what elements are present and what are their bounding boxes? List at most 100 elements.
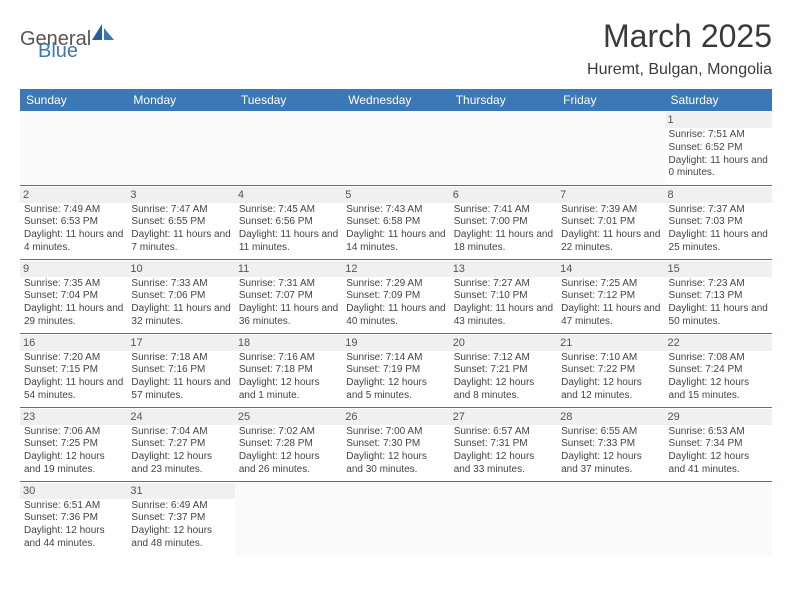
sunrise-line: Sunrise: 7:29 AM	[346, 278, 445, 291]
daylight-line: Daylight: 11 hours and 36 minutes.	[239, 303, 338, 329]
sunset-line: Sunset: 7:10 PM	[454, 290, 553, 303]
daylight-line: Daylight: 12 hours and 30 minutes.	[346, 451, 445, 477]
weekday-header: Monday	[127, 89, 234, 111]
sunrise-line: Sunrise: 7:41 AM	[454, 204, 553, 217]
calendar-cell	[557, 111, 664, 185]
calendar-week-row: 2Sunrise: 7:49 AMSunset: 6:53 PMDaylight…	[20, 185, 772, 259]
calendar-cell: 18Sunrise: 7:16 AMSunset: 7:18 PMDayligh…	[235, 333, 342, 407]
sunrise-line: Sunrise: 6:55 AM	[561, 426, 660, 439]
sunrise-line: Sunrise: 7:49 AM	[24, 204, 123, 217]
weekday-header: Friday	[557, 89, 664, 111]
calendar-week-row: 16Sunrise: 7:20 AMSunset: 7:15 PMDayligh…	[20, 333, 772, 407]
sunset-line: Sunset: 7:36 PM	[24, 512, 123, 525]
calendar-cell: 14Sunrise: 7:25 AMSunset: 7:12 PMDayligh…	[557, 259, 664, 333]
daylight-line: Daylight: 12 hours and 48 minutes.	[131, 525, 230, 551]
day-number: 26	[342, 409, 449, 425]
daylight-line: Daylight: 11 hours and 54 minutes.	[24, 377, 123, 403]
calendar-cell: 24Sunrise: 7:04 AMSunset: 7:27 PMDayligh…	[127, 407, 234, 481]
daylight-line: Daylight: 12 hours and 5 minutes.	[346, 377, 445, 403]
sunset-line: Sunset: 7:21 PM	[454, 364, 553, 377]
sunset-line: Sunset: 6:58 PM	[346, 216, 445, 229]
calendar-cell: 28Sunrise: 6:55 AMSunset: 7:33 PMDayligh…	[557, 407, 664, 481]
sunset-line: Sunset: 7:22 PM	[561, 364, 660, 377]
calendar-cell: 29Sunrise: 6:53 AMSunset: 7:34 PMDayligh…	[665, 407, 772, 481]
sunset-line: Sunset: 7:34 PM	[669, 438, 768, 451]
calendar-cell: 3Sunrise: 7:47 AMSunset: 6:55 PMDaylight…	[127, 185, 234, 259]
sunset-line: Sunset: 7:01 PM	[561, 216, 660, 229]
sunrise-line: Sunrise: 7:00 AM	[346, 426, 445, 439]
sunrise-line: Sunrise: 7:12 AM	[454, 352, 553, 365]
sunrise-line: Sunrise: 7:14 AM	[346, 352, 445, 365]
sunset-line: Sunset: 7:25 PM	[24, 438, 123, 451]
sunrise-line: Sunrise: 7:37 AM	[669, 204, 768, 217]
day-number: 23	[20, 409, 127, 425]
weekday-header: Sunday	[20, 89, 127, 111]
day-number: 1	[665, 112, 772, 128]
day-number: 11	[235, 261, 342, 277]
calendar-cell: 22Sunrise: 7:08 AMSunset: 7:24 PMDayligh…	[665, 333, 772, 407]
sunrise-line: Sunrise: 7:27 AM	[454, 278, 553, 291]
daylight-line: Daylight: 12 hours and 8 minutes.	[454, 377, 553, 403]
calendar-cell	[557, 481, 664, 555]
day-number: 5	[342, 187, 449, 203]
daylight-line: Daylight: 12 hours and 12 minutes.	[561, 377, 660, 403]
sunrise-line: Sunrise: 6:51 AM	[24, 500, 123, 513]
calendar-cell: 27Sunrise: 6:57 AMSunset: 7:31 PMDayligh…	[450, 407, 557, 481]
sunrise-line: Sunrise: 7:51 AM	[669, 129, 768, 142]
day-number: 12	[342, 261, 449, 277]
day-number: 21	[557, 335, 664, 351]
daylight-line: Daylight: 11 hours and 14 minutes.	[346, 229, 445, 255]
daylight-line: Daylight: 11 hours and 32 minutes.	[131, 303, 230, 329]
calendar-cell	[665, 481, 772, 555]
calendar-cell: 21Sunrise: 7:10 AMSunset: 7:22 PMDayligh…	[557, 333, 664, 407]
calendar-cell: 26Sunrise: 7:00 AMSunset: 7:30 PMDayligh…	[342, 407, 449, 481]
calendar-body: 1Sunrise: 7:51 AMSunset: 6:52 PMDaylight…	[20, 111, 772, 555]
sunset-line: Sunset: 7:28 PM	[239, 438, 338, 451]
location-text: Huremt, Bulgan, Mongolia	[587, 61, 772, 79]
daylight-line: Daylight: 12 hours and 19 minutes.	[24, 451, 123, 477]
sunset-line: Sunset: 7:03 PM	[669, 216, 768, 229]
calendar-cell: 17Sunrise: 7:18 AMSunset: 7:16 PMDayligh…	[127, 333, 234, 407]
weekday-header: Tuesday	[235, 89, 342, 111]
month-title: March 2025	[587, 18, 772, 55]
daylight-line: Daylight: 11 hours and 50 minutes.	[669, 303, 768, 329]
day-number: 18	[235, 335, 342, 351]
day-number: 27	[450, 409, 557, 425]
daylight-line: Daylight: 11 hours and 29 minutes.	[24, 303, 123, 329]
logo-word-blue: Blue	[38, 40, 78, 63]
sunrise-line: Sunrise: 7:10 AM	[561, 352, 660, 365]
daylight-line: Daylight: 11 hours and 18 minutes.	[454, 229, 553, 255]
sunset-line: Sunset: 7:27 PM	[131, 438, 230, 451]
sunset-line: Sunset: 6:56 PM	[239, 216, 338, 229]
calendar-cell: 1Sunrise: 7:51 AMSunset: 6:52 PMDaylight…	[665, 111, 772, 185]
sunrise-line: Sunrise: 7:20 AM	[24, 352, 123, 365]
day-number: 16	[20, 335, 127, 351]
sunset-line: Sunset: 7:09 PM	[346, 290, 445, 303]
daylight-line: Daylight: 11 hours and 0 minutes.	[669, 155, 768, 181]
sunset-line: Sunset: 7:18 PM	[239, 364, 338, 377]
daylight-line: Daylight: 11 hours and 47 minutes.	[561, 303, 660, 329]
calendar-cell: 23Sunrise: 7:06 AMSunset: 7:25 PMDayligh…	[20, 407, 127, 481]
day-number: 3	[127, 187, 234, 203]
calendar-cell	[450, 481, 557, 555]
day-number: 29	[665, 409, 772, 425]
sunrise-line: Sunrise: 7:47 AM	[131, 204, 230, 217]
sunset-line: Sunset: 7:15 PM	[24, 364, 123, 377]
calendar-cell: 11Sunrise: 7:31 AMSunset: 7:07 PMDayligh…	[235, 259, 342, 333]
calendar-header: SundayMondayTuesdayWednesdayThursdayFrid…	[20, 89, 772, 111]
daylight-line: Daylight: 11 hours and 43 minutes.	[454, 303, 553, 329]
daylight-line: Daylight: 11 hours and 4 minutes.	[24, 229, 123, 255]
calendar-cell	[235, 111, 342, 185]
calendar-cell: 9Sunrise: 7:35 AMSunset: 7:04 PMDaylight…	[20, 259, 127, 333]
daylight-line: Daylight: 12 hours and 33 minutes.	[454, 451, 553, 477]
day-number: 31	[127, 483, 234, 499]
day-number: 9	[20, 261, 127, 277]
header-row: General Blue March 2025 Huremt, Bulgan, …	[20, 18, 772, 89]
calendar-cell: 12Sunrise: 7:29 AMSunset: 7:09 PMDayligh…	[342, 259, 449, 333]
sunrise-line: Sunrise: 7:31 AM	[239, 278, 338, 291]
calendar-cell: 19Sunrise: 7:14 AMSunset: 7:19 PMDayligh…	[342, 333, 449, 407]
calendar-cell: 16Sunrise: 7:20 AMSunset: 7:15 PMDayligh…	[20, 333, 127, 407]
sunrise-line: Sunrise: 7:33 AM	[131, 278, 230, 291]
sunset-line: Sunset: 7:06 PM	[131, 290, 230, 303]
day-number: 25	[235, 409, 342, 425]
